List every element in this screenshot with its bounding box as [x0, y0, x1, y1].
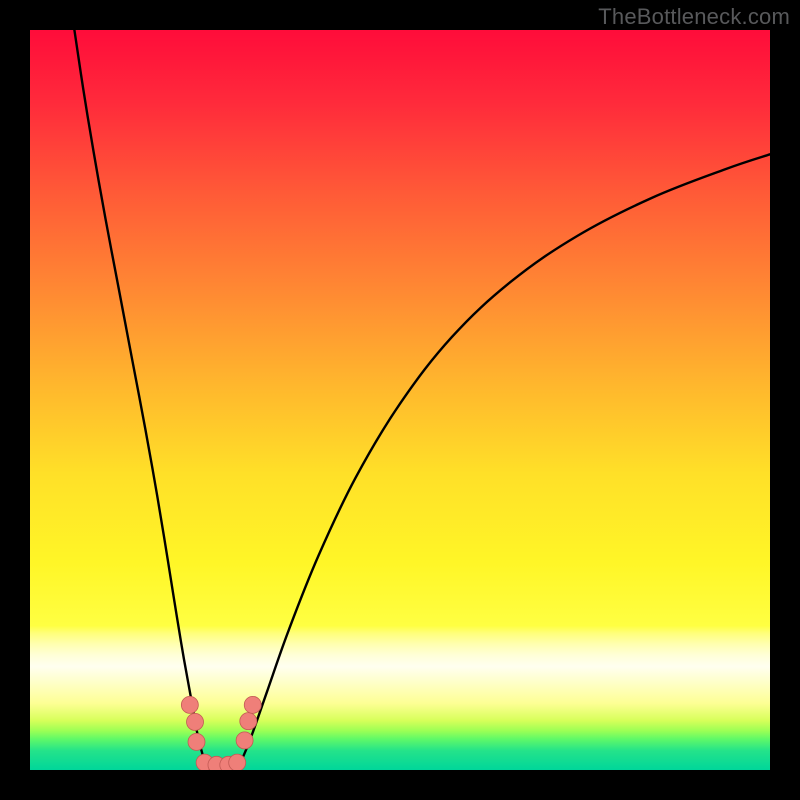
data-marker: [187, 713, 204, 730]
data-marker: [240, 713, 257, 730]
data-marker: [236, 732, 253, 749]
data-marker: [244, 696, 261, 713]
watermark-text: TheBottleneck.com: [598, 4, 790, 30]
data-marker: [188, 733, 205, 750]
data-marker: [229, 754, 246, 770]
chart-frame: TheBottleneck.com: [0, 0, 800, 800]
plot-area: [30, 30, 770, 770]
plot-svg: [30, 30, 770, 770]
data-marker: [181, 696, 198, 713]
